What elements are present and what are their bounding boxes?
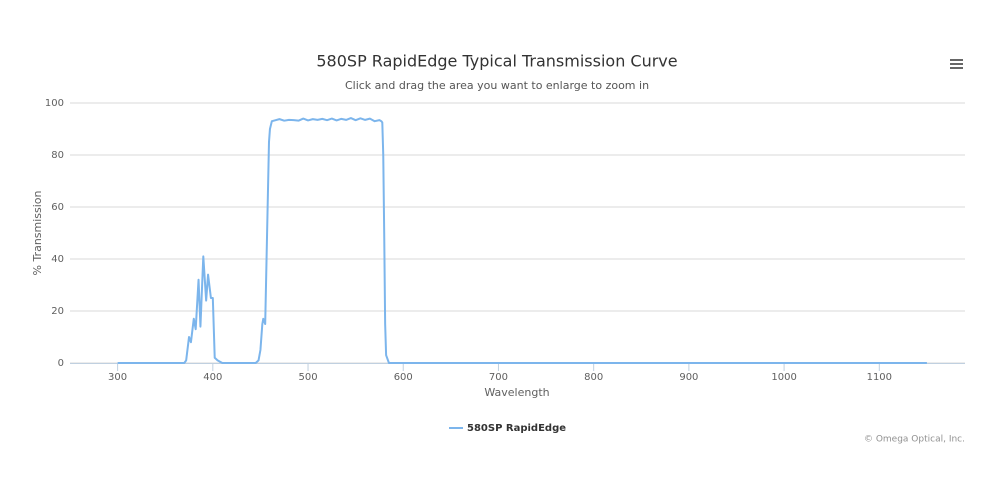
y-tick-label: 100: [45, 98, 64, 109]
x-tick-label: 1100: [867, 372, 892, 383]
y-tick-label: 60: [51, 202, 64, 213]
y-tick-label: 40: [51, 254, 64, 265]
legend-item[interactable]: 580SP RapidEdge: [449, 423, 566, 434]
y-tick-label: 80: [51, 150, 64, 161]
menu-bar: [950, 63, 963, 65]
x-axis-title: Wavelength: [484, 386, 549, 399]
x-tick-label: 400: [203, 372, 222, 383]
credit: © Omega Optical, Inc.: [864, 435, 965, 445]
y-tick-label: 20: [51, 306, 64, 317]
x-tick-label: 600: [394, 372, 413, 383]
menu-bar: [950, 67, 963, 69]
x-tick-label: 500: [298, 372, 317, 383]
chart-title: 580SP RapidEdge Typical Transmission Cur…: [316, 52, 677, 71]
x-tick-label: 1000: [771, 372, 796, 383]
x-tick-label: 300: [108, 372, 127, 383]
menu-button[interactable]: [946, 54, 966, 74]
menu-bar: [950, 59, 963, 61]
x-tick-label: 800: [584, 372, 603, 383]
y-tick-label: 0: [58, 358, 64, 369]
y-axis-title: % Transmission: [31, 190, 44, 275]
x-tick-label: 700: [489, 372, 508, 383]
chart-subtitle: Click and drag the area you want to enla…: [345, 79, 649, 92]
x-tick-label: 900: [679, 372, 698, 383]
legend-label: 580SP RapidEdge: [467, 423, 566, 434]
series-line: [117, 117, 927, 364]
